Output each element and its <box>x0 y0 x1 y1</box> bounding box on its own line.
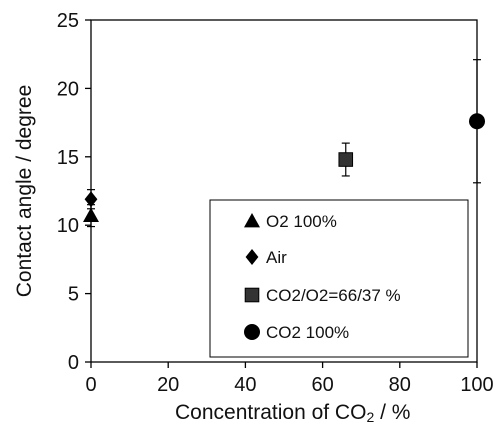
y-tick-label: 20 <box>57 78 79 100</box>
legend-marker-diamond <box>245 249 259 265</box>
data-points-layer <box>83 113 485 223</box>
y-axis-title: Contact angle / degree <box>13 85 36 297</box>
y-tick-label: 0 <box>68 352 79 374</box>
ticks-layer <box>85 19 478 368</box>
x-tick-label: 0 <box>85 374 96 396</box>
data-point-square <box>338 152 354 167</box>
y-tick-label: 25 <box>57 10 79 32</box>
data-point-triangle <box>83 207 99 223</box>
x-tick-label: 20 <box>157 374 179 396</box>
y-tick-label: 10 <box>57 215 79 237</box>
legend-items: O2 100% Air CO2/O2=66/37 % CO2 100% <box>244 212 401 342</box>
legend-label: CO2/O2=66/37 % <box>266 286 401 305</box>
x-axis-title: Concentration of CO2 / % <box>175 401 410 425</box>
legend-label: Air <box>266 248 287 267</box>
legend-marker-square <box>244 287 260 303</box>
x-tick-label: 60 <box>311 374 333 396</box>
x-axis-title-subscript: 2 <box>366 409 374 425</box>
x-axis-title-suffix: / % <box>374 401 410 424</box>
data-point-circle <box>469 113 485 130</box>
x-axis-title-main: Concentration of CO <box>175 401 366 424</box>
legend-label: O2 100% <box>266 212 337 231</box>
x-tick-labels: 0 20 40 60 80 100 <box>85 374 493 396</box>
legend: O2 100% Air CO2/O2=66/37 % CO2 100% <box>209 199 469 358</box>
x-tick-label: 40 <box>234 374 256 396</box>
legend-marker-triangle <box>244 213 260 228</box>
y-tick-label: 5 <box>68 284 79 306</box>
x-tick-label: 100 <box>460 374 493 396</box>
x-tick-label: 80 <box>389 374 411 396</box>
y-tick-label: 15 <box>57 147 79 169</box>
legend-label: CO2 100% <box>266 323 349 342</box>
data-point-diamond <box>84 191 98 208</box>
y-tick-labels: 0 5 10 15 20 25 <box>57 10 79 374</box>
legend-marker-circle <box>244 324 260 340</box>
